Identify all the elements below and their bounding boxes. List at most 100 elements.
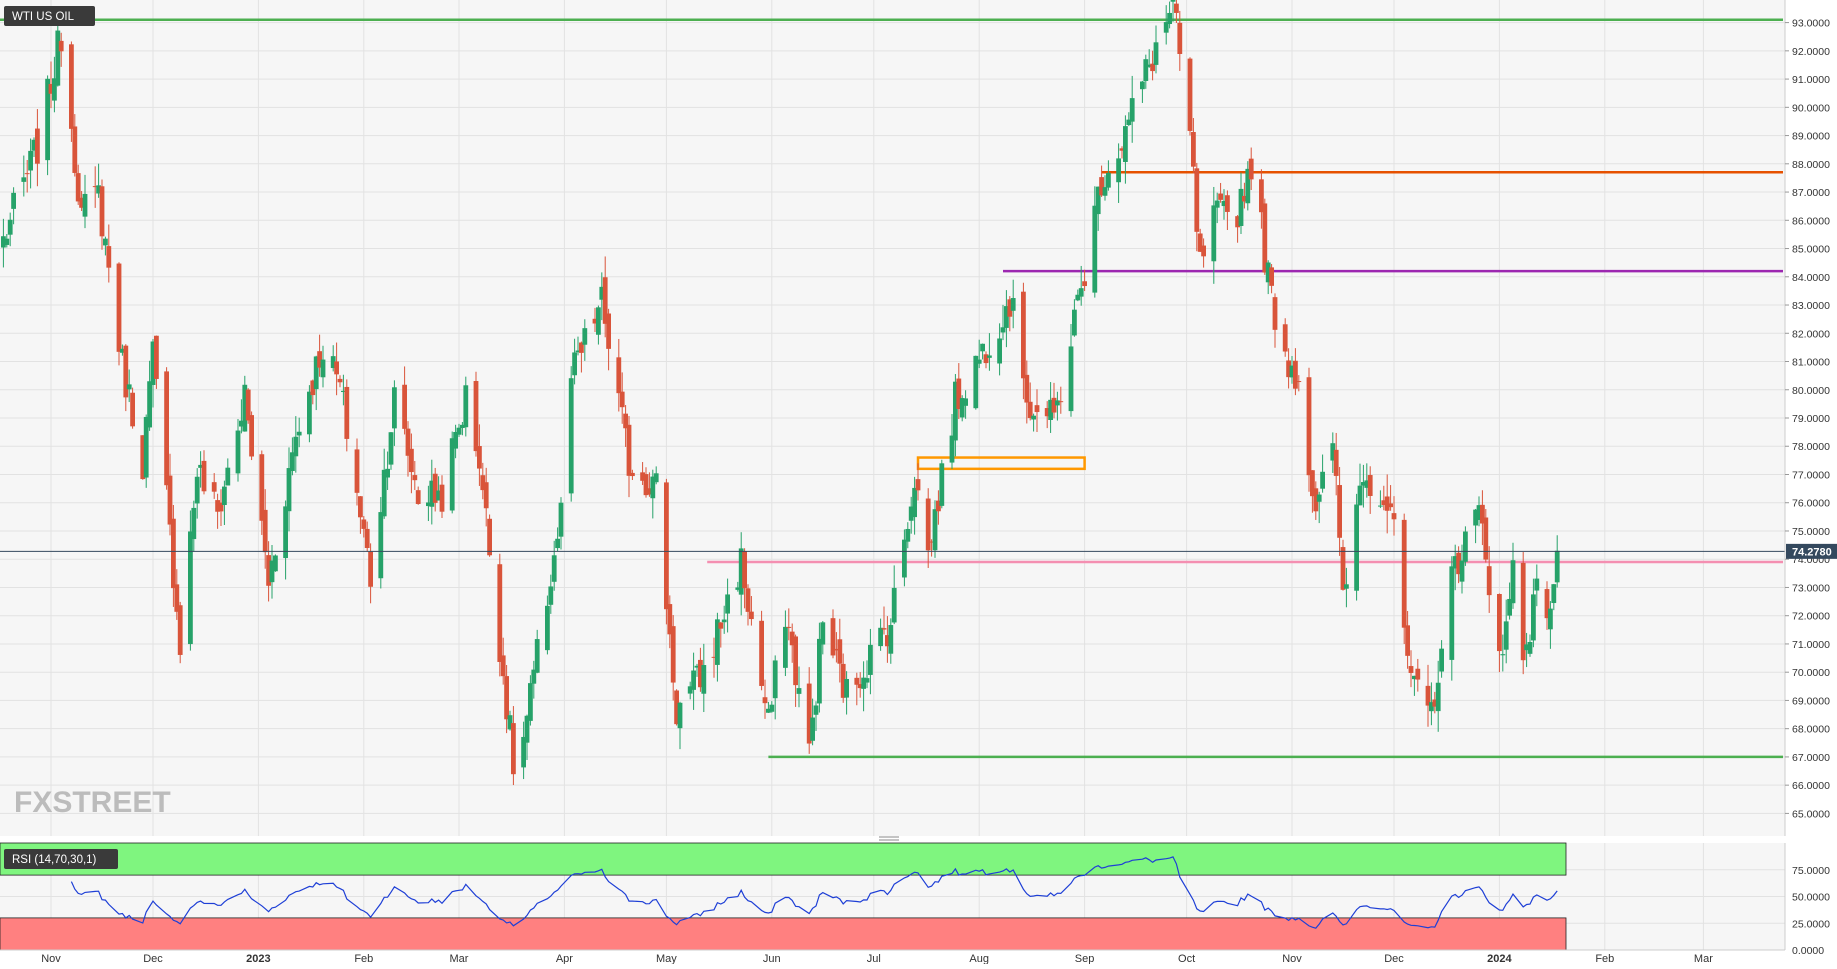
candle-body	[521, 736, 526, 768]
candle-body	[11, 192, 16, 209]
candle-body	[545, 605, 550, 651]
candle-body	[1415, 668, 1421, 680]
candle-body	[1425, 685, 1431, 706]
candle-body	[949, 435, 955, 463]
candle-body	[130, 392, 135, 427]
candle-body	[1289, 365, 1295, 378]
candle-body	[568, 378, 574, 494]
candle-body	[388, 432, 394, 465]
candle-body	[891, 587, 897, 623]
candle-body	[337, 378, 343, 383]
candle-body	[745, 588, 751, 612]
candle-body	[1191, 131, 1196, 167]
rsi-overbought-zone	[0, 842, 1567, 876]
candle-body	[664, 482, 669, 610]
price-tick-label: 75.0000	[1792, 526, 1830, 538]
candle-body	[191, 507, 197, 540]
candle-body	[402, 384, 407, 429]
price-tick-label: 81.0000	[1792, 357, 1830, 369]
candle-body	[164, 371, 169, 486]
candle-body	[1340, 547, 1346, 590]
candle-body	[296, 431, 302, 436]
candle-body	[1004, 306, 1009, 328]
candle-body	[1316, 494, 1322, 502]
candle-body	[99, 186, 105, 237]
candle-body	[1510, 560, 1516, 604]
rsi-pane[interactable]: 0.0000 25.0000 50.0000 75.0000	[0, 842, 1830, 957]
candle-body	[310, 380, 316, 396]
candle-body	[715, 619, 720, 665]
candle-body	[524, 715, 530, 743]
candle-body	[1044, 408, 1050, 417]
candles	[1, 0, 1560, 786]
candle-body	[31, 139, 37, 151]
candle-body	[626, 424, 632, 476]
candle-body	[143, 416, 149, 478]
candle-body	[497, 564, 503, 662]
candle-body	[1337, 485, 1342, 538]
candle-body	[1527, 642, 1533, 654]
candle-body	[412, 475, 418, 481]
candle-body	[1531, 594, 1536, 641]
candle-body	[313, 356, 319, 390]
candle-body	[415, 490, 421, 504]
candle-body	[1211, 205, 1217, 262]
candle-body	[1048, 399, 1053, 420]
candle-body	[834, 648, 839, 651]
candle-body	[307, 391, 312, 435]
candle-body	[749, 611, 754, 620]
candle-body	[1306, 377, 1312, 476]
candle-body	[1364, 480, 1370, 488]
candle-body	[4, 238, 10, 245]
candle-body	[96, 185, 101, 194]
rsi-title-badge[interactable]: RSI (14,70,30,1)	[4, 849, 118, 869]
candle-body	[1500, 654, 1506, 656]
candle-body	[759, 620, 764, 686]
candle-body	[698, 659, 703, 688]
candle-body	[925, 498, 931, 551]
candle-body	[1296, 381, 1302, 383]
candle-body	[817, 638, 822, 704]
price-tick-label: 70.0000	[1792, 667, 1830, 679]
pane-splitter-handle[interactable]	[879, 836, 899, 841]
candle-body	[810, 717, 815, 741]
candle-body	[1194, 168, 1200, 232]
candle-body	[341, 390, 346, 393]
candle-body	[273, 555, 278, 572]
candle-body	[691, 670, 696, 690]
candle-body	[531, 669, 537, 684]
candle-body	[58, 40, 64, 52]
candle-body	[235, 430, 241, 474]
candle-body	[596, 307, 601, 335]
price-title-badge[interactable]: WTI US OIL	[4, 6, 95, 26]
candle-body	[854, 677, 860, 685]
candle-body	[245, 389, 251, 421]
candle-body	[997, 338, 1002, 364]
candle-body	[592, 318, 598, 324]
candle-body	[1129, 98, 1135, 122]
candle-body	[167, 475, 173, 525]
rsi-title-label: RSI (14,70,30,1)	[12, 854, 97, 866]
candle-body	[225, 467, 231, 486]
candle-body	[1293, 360, 1298, 389]
candle-body	[1313, 488, 1319, 512]
candle-body	[864, 678, 870, 683]
candle-body	[344, 386, 350, 439]
rsi-axis-ticks: 0.0000 25.0000 50.0000 75.0000	[1792, 865, 1830, 957]
rsi-tick-label: 75.0000	[1792, 865, 1830, 877]
candle-body	[534, 639, 540, 673]
candle-body	[69, 44, 74, 129]
price-tick-label: 91.0000	[1792, 74, 1830, 86]
candle-body	[813, 705, 819, 715]
candle-body	[293, 436, 299, 457]
candle-body	[487, 518, 492, 556]
price-pane[interactable]: FXSTREET	[0, 0, 1785, 836]
candle-body	[1507, 598, 1512, 616]
candle-body	[1242, 195, 1247, 202]
candle-body	[1010, 298, 1016, 311]
candle-body	[687, 686, 693, 694]
candle-body	[1055, 400, 1060, 406]
candle-body	[640, 472, 645, 481]
candle-body	[1174, 3, 1179, 13]
